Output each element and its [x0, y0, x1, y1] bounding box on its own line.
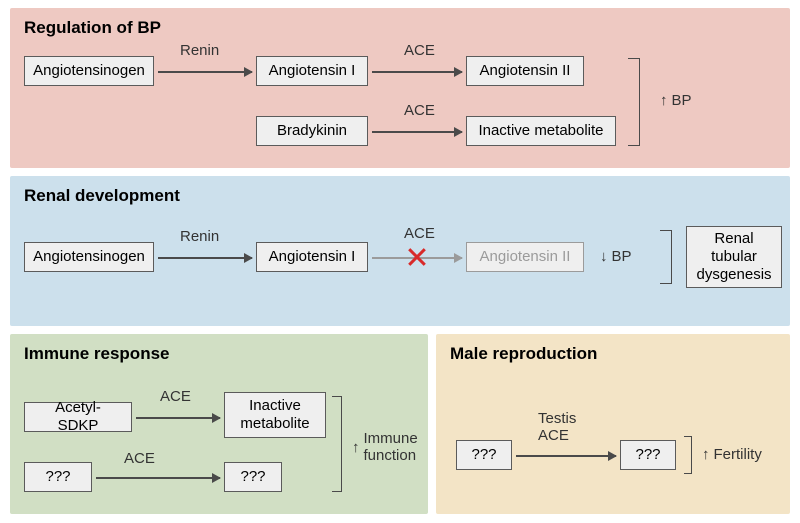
node-n_acetyl: Acetyl-SDKP	[24, 402, 132, 432]
node-n_angiogen_r: Angiotensinogen	[24, 242, 154, 272]
arrow-1	[372, 71, 462, 73]
panel-renal-title: Renal development	[24, 186, 180, 206]
label-l_testis: TestisACE	[538, 410, 576, 445]
label-l_renin_r: Renin	[180, 228, 219, 245]
bracket-0	[628, 58, 640, 146]
panel-immune-title: Immune response	[24, 344, 170, 364]
panel-male-title: Male reproduction	[450, 344, 597, 364]
panel-bp-title: Regulation of BP	[24, 18, 161, 38]
node-n_ang2_bp: Angiotensin II	[466, 56, 584, 86]
node-n_unk4: ???	[620, 440, 676, 470]
result-r_immune: ↑Immunefunction	[352, 430, 418, 465]
label-l_ace_bp1: ACE	[404, 42, 435, 59]
node-n_rtd: Renal tubular dysgenesis	[686, 226, 782, 288]
bracket-3	[684, 436, 692, 474]
arrow-0	[158, 71, 252, 73]
node-n_inactive_bp: Inactive metabolite	[466, 116, 616, 146]
arrow-5	[136, 417, 220, 419]
result-r_fert: ↑Fertility	[702, 446, 762, 463]
label-l_ace_im2: ACE	[124, 450, 155, 467]
arrow-3	[158, 257, 252, 259]
bracket-1	[660, 230, 672, 284]
arrow-7	[516, 455, 616, 457]
node-n_ang1_bp: Angiotensin I	[256, 56, 368, 86]
bracket-2	[332, 396, 342, 492]
result-r_bp: ↑BP	[660, 92, 692, 109]
node-n_unk1: ???	[24, 462, 92, 492]
node-n_ang2_r: Angiotensin II	[466, 242, 584, 272]
node-n_bradykinin: Bradykinin	[256, 116, 368, 146]
node-n_ang1_r: Angiotensin I	[256, 242, 368, 272]
node-n_unk2: ???	[224, 462, 282, 492]
arrow-6	[96, 477, 220, 479]
result-r_bp_down: ↓BP	[600, 248, 632, 265]
panel-bp: Regulation of BP	[10, 8, 790, 168]
panel-male: Male reproduction	[436, 334, 790, 514]
node-n_inactive_im: Inactive metabolite	[224, 392, 326, 438]
arrow-2	[372, 131, 462, 133]
label-l_renin_bp: Renin	[180, 42, 219, 59]
arrow-4	[372, 257, 462, 259]
node-n_unk3: ???	[456, 440, 512, 470]
label-l_ace_r: ACE	[404, 225, 435, 242]
node-n_angiogen_bp: Angiotensinogen	[24, 56, 154, 86]
label-l_ace_bp2: ACE	[404, 102, 435, 119]
label-l_ace_im1: ACE	[160, 388, 191, 405]
